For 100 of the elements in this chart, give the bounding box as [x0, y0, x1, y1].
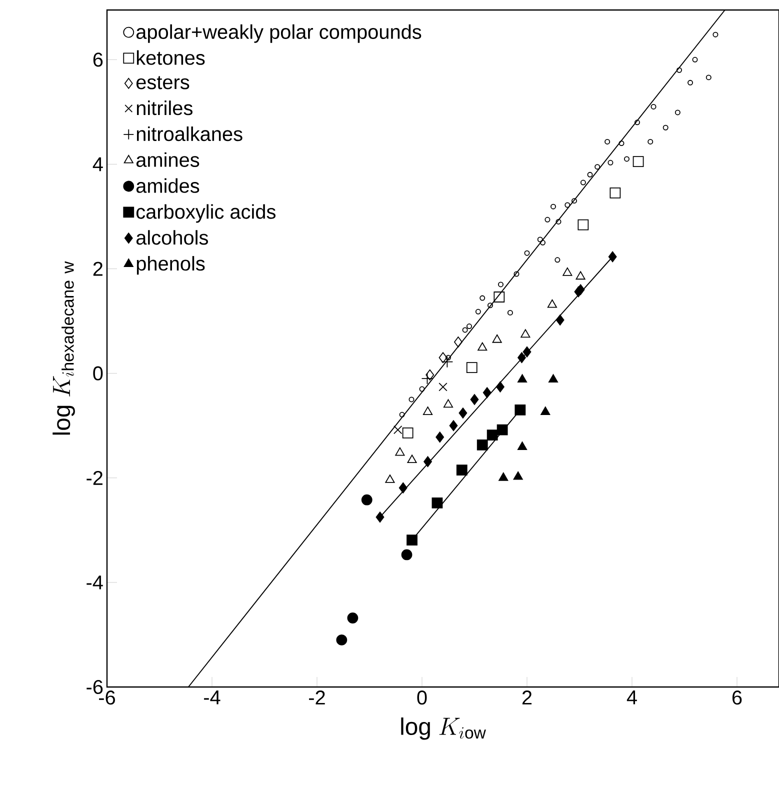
point	[407, 454, 417, 464]
point	[648, 138, 654, 144]
point	[498, 472, 508, 481]
point	[576, 271, 586, 280]
point	[548, 374, 558, 383]
legend-label: esters	[136, 76, 190, 90]
point	[556, 218, 562, 224]
point	[462, 327, 468, 333]
point	[398, 482, 408, 494]
point	[632, 156, 644, 168]
point	[608, 251, 617, 262]
point	[676, 67, 682, 73]
legend-label: alcohols	[136, 230, 208, 245]
legend-label: apolar+weakly polar compounds	[136, 24, 422, 43]
point	[518, 352, 526, 364]
point	[674, 110, 680, 116]
point	[624, 156, 630, 162]
point	[432, 498, 443, 508]
legend-label: ketones	[136, 50, 205, 65]
point	[522, 346, 532, 358]
point	[540, 240, 546, 246]
point	[436, 432, 444, 443]
point	[496, 381, 504, 392]
point	[556, 314, 564, 326]
point	[610, 188, 621, 198]
point	[466, 324, 472, 330]
point	[492, 334, 502, 343]
point	[513, 471, 523, 480]
point	[475, 308, 481, 314]
x-tick-label: 2	[522, 690, 532, 704]
y-tick-label: -2	[86, 470, 102, 485]
point	[498, 282, 504, 288]
legend-label: phenols	[136, 256, 205, 275]
point	[587, 172, 593, 178]
point	[480, 295, 486, 301]
point	[449, 420, 458, 432]
point	[494, 292, 505, 302]
point	[578, 219, 589, 230]
y-tick-label: 2	[93, 262, 102, 276]
x-tick-label: -4	[204, 690, 220, 704]
point	[618, 140, 624, 146]
point	[446, 354, 451, 360]
point	[544, 216, 550, 222]
y-tick-label: 4	[92, 157, 103, 172]
point	[550, 204, 556, 210]
point	[688, 80, 694, 86]
point	[507, 310, 513, 316]
point	[406, 534, 418, 546]
point	[486, 430, 498, 440]
point	[692, 56, 698, 62]
point	[476, 440, 488, 450]
point	[520, 329, 530, 338]
point	[399, 412, 405, 418]
point	[650, 104, 656, 110]
point	[537, 236, 543, 242]
point	[376, 512, 384, 523]
point	[401, 549, 412, 560]
point	[408, 396, 414, 402]
point	[482, 387, 492, 398]
point	[554, 257, 560, 263]
point	[361, 494, 372, 506]
point	[385, 474, 395, 483]
point	[608, 160, 614, 166]
point	[478, 342, 488, 351]
point	[426, 369, 434, 380]
point	[634, 120, 640, 126]
x-axis-title: $\mathrm{log}\ K_{i\mathrm{ow}}$	[401, 717, 486, 740]
point	[594, 164, 600, 170]
point	[524, 250, 530, 256]
x-tick-label: -2	[309, 690, 325, 704]
point	[395, 447, 405, 456]
legend-label: nitroalkanes	[136, 126, 242, 142]
point	[466, 362, 478, 374]
legend-label: amines	[136, 152, 200, 167]
point	[517, 442, 528, 450]
point	[402, 427, 414, 438]
point	[441, 356, 454, 368]
x-tick-label: 0	[417, 690, 427, 705]
point	[456, 464, 468, 476]
point	[662, 124, 668, 130]
point	[394, 425, 402, 434]
x-tick-label: 6	[732, 690, 742, 705]
point	[421, 372, 434, 385]
point	[422, 406, 433, 415]
point	[438, 352, 448, 364]
point	[517, 374, 528, 383]
point	[547, 299, 557, 308]
point	[419, 386, 425, 392]
point	[580, 180, 586, 186]
point	[443, 399, 454, 408]
y-tick-label: 0	[93, 366, 103, 380]
point	[488, 302, 493, 308]
legend-label: amides	[136, 178, 200, 193]
point	[562, 268, 572, 276]
y-tick-label: -4	[86, 576, 103, 590]
point	[564, 202, 570, 208]
point	[454, 336, 462, 348]
point	[514, 271, 520, 277]
point	[496, 424, 508, 436]
y-tick-label: 6	[93, 52, 103, 67]
